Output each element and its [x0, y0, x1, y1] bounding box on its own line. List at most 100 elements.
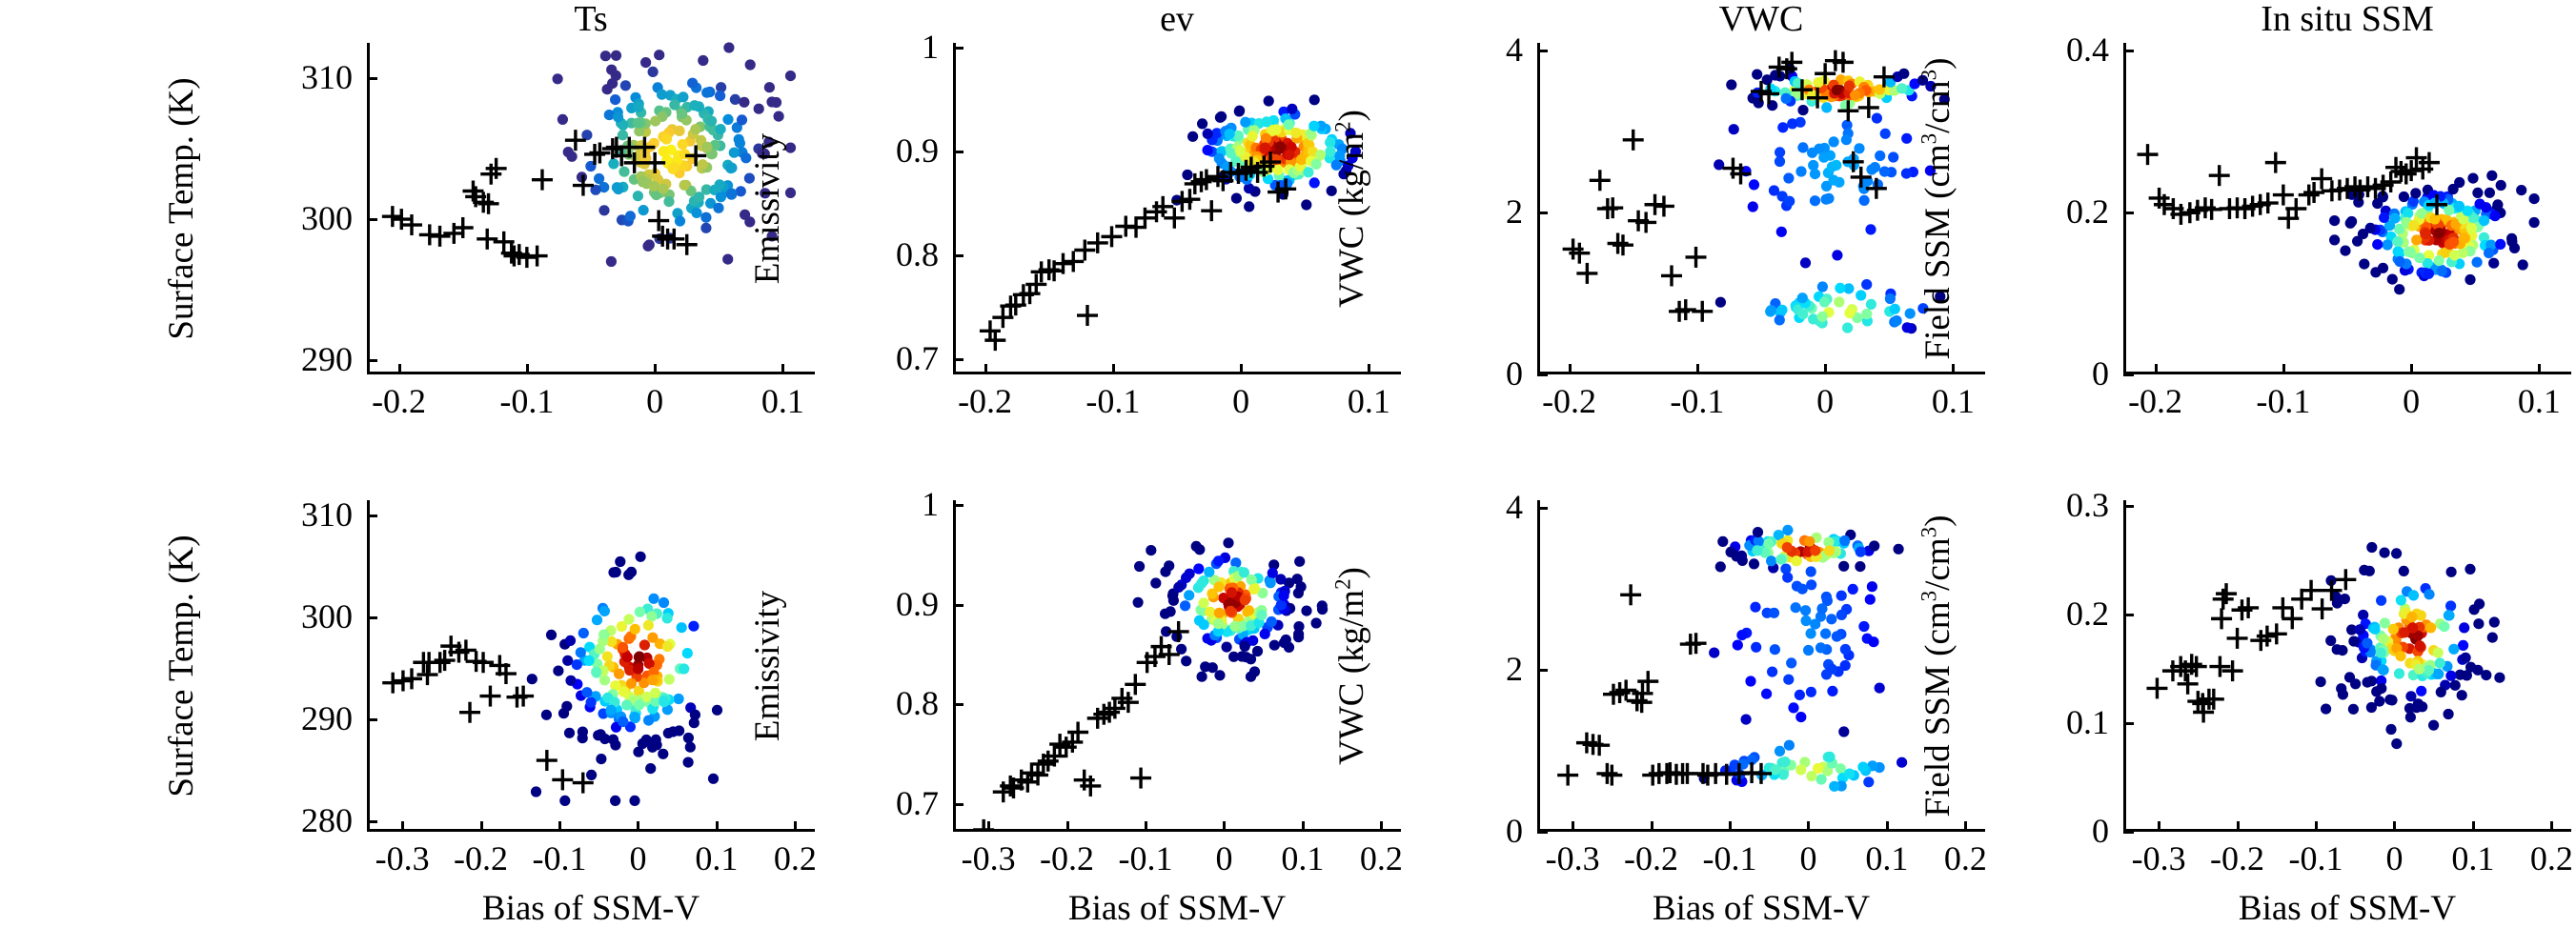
scatter-point: [599, 50, 612, 62]
scatter-point: [1783, 172, 1795, 184]
scatter-point: [1806, 771, 1817, 782]
cross-marker: [652, 225, 674, 247]
cross-marker: [2226, 627, 2248, 649]
scatter-point: [633, 652, 645, 663]
scatter-point: [2433, 255, 2444, 267]
xtick-mark-bottom-insitu-ssm-3: [2393, 821, 2397, 832]
scatter-point: [2440, 247, 2451, 258]
cross-marker: [1632, 682, 1653, 704]
scatter-point: [1855, 546, 1866, 557]
scatter-point: [633, 685, 644, 696]
scatter-point: [697, 159, 708, 171]
ytick-mark-top-ev-0: [953, 357, 963, 361]
scatter-point: [1213, 152, 1225, 164]
scatter-point: [2385, 723, 2397, 736]
scatter-point: [1184, 590, 1195, 601]
scatter-point: [2387, 623, 2399, 635]
scatter-point: [2435, 686, 2446, 698]
scatter-point: [701, 141, 713, 152]
cross-marker: [2264, 151, 2286, 173]
xtick-mark-top-ev-3: [1368, 364, 1371, 374]
scatter-point: [2395, 595, 2406, 606]
scatter-point: [1207, 662, 1218, 674]
scatter-point: [2343, 672, 2356, 683]
scatter-point: [1714, 296, 1726, 308]
scatter-point: [1935, 291, 1946, 302]
xtick-label-top-vwc-3: 0.1: [1931, 382, 1975, 420]
scatter-point: [1268, 639, 1280, 651]
scatter-point: [2464, 563, 2476, 575]
scatter-point: [637, 737, 648, 750]
scatter-point: [1238, 567, 1249, 578]
ytick-mark-bottom-ev-0: [953, 802, 963, 806]
scatter-point: [1843, 80, 1856, 91]
scatter-point: [2337, 645, 2348, 656]
scatter-point: [598, 182, 610, 193]
xtick-mark-bottom-insitu-ssm-2: [2315, 821, 2319, 832]
scatter-point: [2407, 622, 2419, 634]
xtick-mark-bottom-ts-4: [715, 821, 719, 832]
scatter-point: [1193, 615, 1206, 626]
scatter-point: [2416, 208, 2427, 219]
scatter-point: [1805, 566, 1816, 577]
xtick-label-bottom-ev-2: -0.1: [1118, 839, 1173, 878]
scatter-point: [2464, 273, 2476, 286]
scatter-point: [1835, 763, 1846, 775]
scatter-point: [722, 253, 734, 265]
scatter-point: [1260, 142, 1271, 153]
scatter-point: [1799, 257, 1812, 269]
scatter-point: [2358, 609, 2369, 621]
cross-marker: [1117, 692, 1139, 714]
cross-marker: [429, 652, 451, 674]
scatter-point: [646, 611, 658, 622]
scatter-point: [1816, 281, 1828, 293]
scatter-point: [634, 126, 645, 137]
cross-marker: [1134, 207, 1156, 229]
scatter-point: [1260, 132, 1271, 144]
cross-marker: [2216, 583, 2238, 605]
xtick-mark-top-vwc-3: [1952, 364, 1956, 374]
scatter-point: [2453, 200, 2465, 212]
scatter-point: [586, 769, 598, 781]
scatter-point: [2445, 670, 2457, 681]
cross-marker: [1275, 178, 1297, 200]
scatter-point: [2492, 199, 2504, 211]
scatter-point: [1275, 599, 1287, 611]
scatter-point: [2484, 248, 2495, 259]
scatter-point: [647, 66, 659, 77]
scatter-point: [578, 627, 589, 639]
scatter-point: [2465, 661, 2477, 673]
scatter-point: [2449, 250, 2461, 261]
scatter-point: [1180, 600, 1191, 612]
scatter-point: [674, 215, 686, 227]
scatter-point: [2472, 187, 2484, 198]
scatter-point: [1841, 119, 1853, 131]
scatter-point: [682, 732, 695, 744]
cross-marker: [2211, 608, 2233, 630]
cross-marker: [1164, 207, 1186, 229]
scatter-point: [1714, 159, 1725, 171]
cross-marker: [1781, 51, 1803, 73]
scatter-point: [1330, 159, 1342, 171]
scatter-point: [1728, 124, 1739, 135]
scatter-point: [2414, 640, 2425, 652]
scatter-point: [1777, 122, 1789, 133]
scatter-point: [1765, 305, 1776, 316]
scatter-point: [1856, 290, 1867, 301]
scatter-point: [610, 739, 621, 751]
scatter-point: [605, 255, 618, 268]
scatter-point: [1795, 712, 1807, 723]
scatter-point: [610, 94, 621, 106]
scatter-point: [2485, 239, 2497, 251]
cross-marker: [1077, 305, 1098, 327]
scatter-point: [1847, 583, 1858, 595]
scatter-point: [2454, 669, 2465, 680]
scatter-point: [1901, 132, 1913, 144]
scatter-point: [1293, 632, 1305, 643]
scatter-point: [1284, 150, 1295, 161]
xtick-label-bottom-insitu-ssm-2: -0.1: [2288, 839, 2343, 878]
ytick-label-top-ts-1: 300: [301, 199, 353, 238]
scatter-point: [766, 231, 778, 242]
